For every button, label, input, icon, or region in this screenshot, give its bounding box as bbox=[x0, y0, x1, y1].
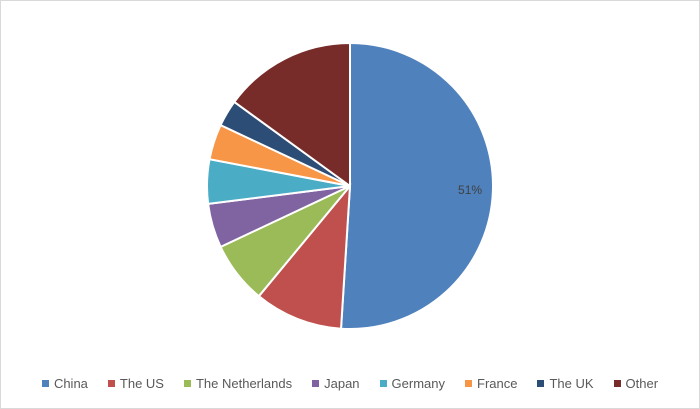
legend-label: The UK bbox=[549, 376, 594, 391]
legend-swatch bbox=[465, 380, 472, 387]
legend-label: The US bbox=[119, 376, 164, 391]
legend-label: Japan bbox=[324, 376, 360, 391]
legend-label: France bbox=[477, 376, 518, 391]
legend-item-the-us: The US bbox=[107, 376, 164, 391]
legend-swatch bbox=[312, 380, 320, 387]
legend-swatch bbox=[183, 380, 191, 387]
legend-label: Other bbox=[625, 376, 659, 391]
pie-slice-the-us bbox=[257, 182, 352, 330]
legend-swatch bbox=[379, 380, 387, 387]
legend-item-germany: Germany bbox=[379, 376, 445, 391]
legend-label: The Netherlands bbox=[195, 376, 293, 391]
legend-item-china: China bbox=[41, 376, 88, 391]
legend-item-japan: Japan bbox=[312, 376, 360, 391]
legend-item-other: Other bbox=[613, 376, 659, 391]
legend-label: Germany bbox=[391, 376, 445, 391]
legend-swatch bbox=[537, 380, 545, 387]
legend-swatch bbox=[41, 380, 49, 387]
legend-item-the-netherlands: The Netherlands bbox=[183, 376, 293, 391]
pie-chart: 51% bbox=[206, 41, 494, 330]
data-label-china: 51% bbox=[458, 183, 482, 197]
legend-swatch bbox=[613, 380, 621, 387]
legend-item-the-uk: The UK bbox=[537, 376, 594, 391]
pie-slice-china bbox=[339, 41, 494, 330]
legend-item-france: France bbox=[465, 376, 517, 391]
legend-label: China bbox=[53, 376, 88, 391]
legend-swatch bbox=[107, 380, 115, 387]
pie-slice-other bbox=[232, 41, 351, 188]
legend: China The US The Netherlands Japan Germany Fr… bbox=[1, 376, 699, 391]
